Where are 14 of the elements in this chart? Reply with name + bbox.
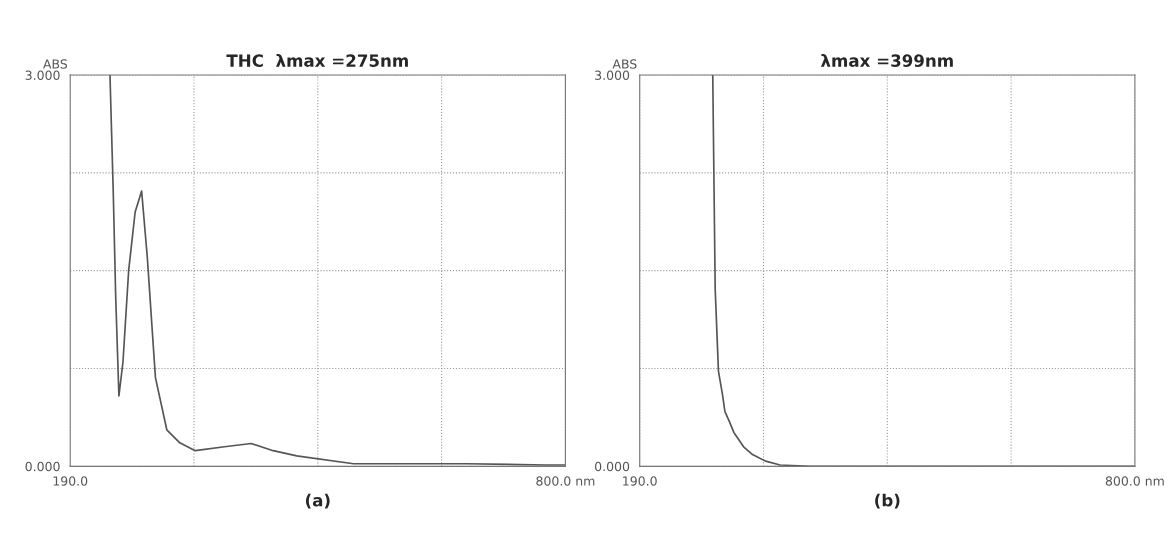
y-tick-label: 3.000	[595, 70, 630, 80]
y-tick-label: 3.000	[25, 70, 60, 80]
x-tick-label: 800.0 nm	[536, 476, 595, 486]
y-tick-label: 0.000	[25, 461, 60, 472]
y-tick-label: 0.000	[595, 461, 630, 472]
x-axis-title: (b)	[875, 493, 900, 509]
y-axis-title: ABS	[43, 59, 68, 69]
x-tick-label: 800.0 nm	[1105, 476, 1164, 486]
chart-title: THC λmax =275nm	[226, 54, 408, 67]
x-axis-title: (a)	[306, 493, 330, 509]
x-tick-label: 190.0	[623, 476, 657, 486]
y-axis-title: ABS	[612, 59, 637, 69]
chart-title: λmax =399nm	[820, 54, 953, 67]
x-tick-label: 190.0	[53, 476, 88, 486]
